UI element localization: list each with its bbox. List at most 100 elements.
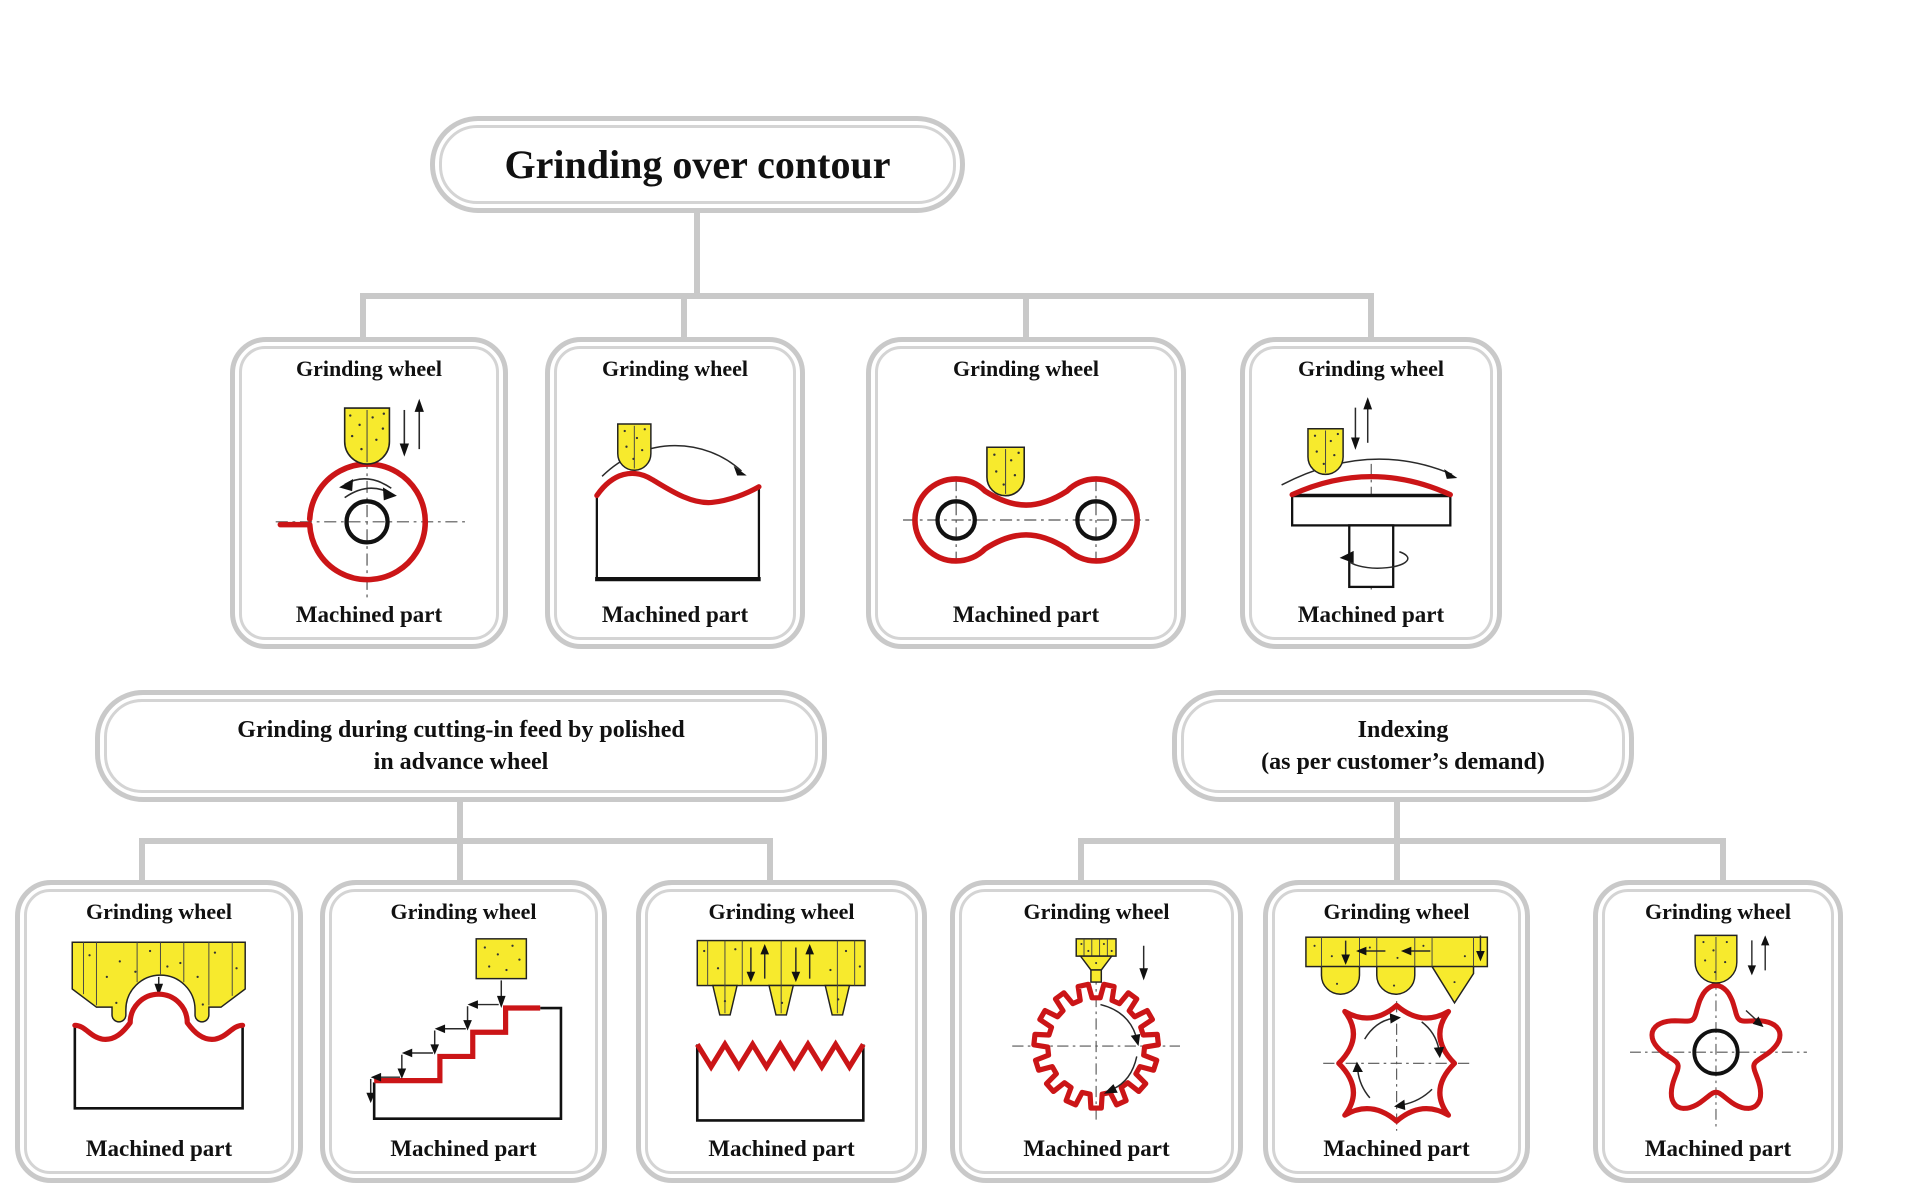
title-box: Grinding over contour bbox=[430, 116, 965, 213]
feed-path-arrows bbox=[366, 1000, 499, 1104]
connector-row1-hline bbox=[360, 293, 1374, 299]
cell-dome-disc: Grinding wheel Machined part bbox=[1240, 337, 1502, 649]
machined-part-shape bbox=[277, 461, 429, 583]
connector-row1-drop-2 bbox=[681, 293, 687, 341]
connector-right-stem bbox=[1394, 800, 1400, 842]
cell-gear: Grinding wheel Machined part bbox=[950, 880, 1243, 1183]
wheel-label: Grinding wheel bbox=[1644, 899, 1792, 924]
cell-staircase: Grinding wheel bbox=[320, 880, 607, 1183]
machined-part-shape bbox=[912, 476, 1140, 564]
rotation-arrow-icon bbox=[339, 478, 354, 492]
rotation-arrow-icon bbox=[1131, 1033, 1141, 1047]
rotation-arrows bbox=[1352, 1013, 1445, 1110]
feed-up-arrow-icon bbox=[1760, 935, 1769, 946]
cell-four-lobe: Grinding wheel bbox=[1263, 880, 1530, 1183]
grinding-wheel-shape bbox=[71, 941, 247, 1023]
wavy-surface-illustration bbox=[593, 423, 762, 582]
machined-part-shape bbox=[595, 486, 760, 581]
branch-label-line1: Indexing bbox=[1357, 716, 1449, 743]
cell-link-contour: Grinding wheel Machined part bbox=[866, 337, 1186, 649]
cell-wavy-surface: Grinding wheel Machined part bbox=[545, 337, 805, 649]
feed-down-arrow-icon bbox=[399, 443, 410, 457]
rotation-arrow-icon bbox=[1339, 550, 1354, 564]
four-lobe-illustration bbox=[1305, 935, 1488, 1131]
page-title: Grinding over contour bbox=[504, 142, 891, 187]
abrasive-dots bbox=[349, 412, 386, 451]
part-label: Machined part bbox=[708, 1136, 855, 1161]
machined-part-shape bbox=[1336, 1002, 1457, 1124]
wheel-label: Grinding wheel bbox=[295, 356, 443, 381]
branch-box-indexing: Indexing (as per customer’s demand) bbox=[1172, 690, 1634, 802]
feed-down-arrow-icon bbox=[1747, 965, 1756, 976]
feed-down-arrow-icon bbox=[154, 983, 164, 996]
rotation-arrow-icon bbox=[1104, 1084, 1119, 1094]
machined-part-shape bbox=[1290, 494, 1452, 527]
cell-thread-comb: Grinding wheel bbox=[636, 880, 927, 1183]
indexing-arrows bbox=[1341, 935, 1485, 965]
gear-illustration bbox=[1012, 938, 1181, 1121]
part-label: Machined part bbox=[295, 602, 443, 627]
grinding-wheel-shape bbox=[1075, 938, 1118, 957]
thread-comb-illustration bbox=[695, 939, 867, 1122]
grinding-wheel-shape bbox=[475, 938, 528, 980]
feed-down-arrow-icon bbox=[1350, 437, 1360, 450]
branch-label-line1: Grinding during cutting-in feed by polis… bbox=[237, 716, 685, 743]
five-lobe-illustration bbox=[1629, 934, 1807, 1128]
connector-left-drop-2 bbox=[457, 838, 463, 882]
wheel-label: Grinding wheel bbox=[601, 356, 749, 381]
part-label: Machined part bbox=[1297, 602, 1445, 627]
cell-form-profile: Grinding wheel bbox=[15, 880, 303, 1183]
machined-part-shape bbox=[696, 1044, 865, 1122]
connector-right-drop-3 bbox=[1720, 838, 1726, 882]
oscillation-arrows bbox=[746, 944, 815, 983]
wheel-label: Grinding wheel bbox=[1023, 899, 1170, 924]
wheel-label: Grinding wheel bbox=[390, 899, 537, 924]
cell-five-lobe: Grinding wheel Machined part bbox=[1593, 880, 1843, 1183]
grinding-wheel-shape bbox=[1305, 936, 1488, 968]
cam-plunge-illustration bbox=[275, 398, 470, 599]
connector-left-hline bbox=[139, 838, 773, 844]
wheel-label: Grinding wheel bbox=[1297, 356, 1445, 381]
connector-left-stem bbox=[457, 800, 463, 842]
link-contour-illustration bbox=[902, 446, 1150, 564]
wheel-label: Grinding wheel bbox=[1323, 899, 1470, 924]
ground-contour-shape bbox=[1289, 474, 1453, 498]
feed-up-arrow-icon bbox=[1363, 397, 1372, 410]
ground-contour-shape bbox=[695, 1039, 866, 1072]
feed-down-arrow-icon bbox=[497, 995, 506, 1009]
feed-down-arrow-icon bbox=[1139, 968, 1149, 981]
machined-part-shape bbox=[1031, 981, 1162, 1111]
rotation-arrow-icon bbox=[1752, 1016, 1764, 1028]
machined-part-shape bbox=[1648, 982, 1782, 1111]
machined-part-shape bbox=[73, 1025, 245, 1110]
ground-contour-shape bbox=[593, 470, 762, 506]
connector-right-drop-1 bbox=[1078, 838, 1084, 882]
part-label: Machined part bbox=[85, 1136, 233, 1161]
cell-cam-plunge: Grinding wheel bbox=[230, 337, 508, 649]
part-label: Machined part bbox=[1023, 1136, 1170, 1161]
branch-box-cutting-in: Grinding during cutting-in feed by polis… bbox=[95, 690, 827, 802]
traverse-arrow-icon bbox=[1443, 469, 1458, 479]
connector-row1-drop-3 bbox=[1023, 293, 1029, 341]
ground-contour-shape bbox=[374, 1005, 541, 1084]
wheel-label: Grinding wheel bbox=[85, 899, 233, 924]
connector-right-hline bbox=[1078, 838, 1726, 844]
part-label: Machined part bbox=[1644, 1136, 1792, 1161]
connector-right-drop-2 bbox=[1394, 838, 1400, 882]
connector-left-drop-3 bbox=[767, 838, 773, 882]
connector-row1-drop-1 bbox=[360, 293, 366, 341]
part-label: Machined part bbox=[1323, 1136, 1470, 1161]
rotation-arrow-icon bbox=[382, 487, 397, 501]
branch-label-line2: in advance wheel bbox=[373, 749, 549, 775]
wheel-label: Grinding wheel bbox=[952, 356, 1100, 381]
connector-title-stem bbox=[694, 212, 700, 296]
connector-row1-drop-4 bbox=[1368, 293, 1374, 341]
form-profile-illustration bbox=[71, 941, 247, 1110]
staircase-illustration bbox=[366, 938, 563, 1121]
machined-part-shape bbox=[373, 1006, 563, 1121]
part-label: Machined part bbox=[390, 1136, 537, 1161]
dome-disc-illustration bbox=[1281, 397, 1458, 593]
part-label: Machined part bbox=[601, 602, 749, 627]
feed-up-arrow-icon bbox=[414, 398, 424, 412]
